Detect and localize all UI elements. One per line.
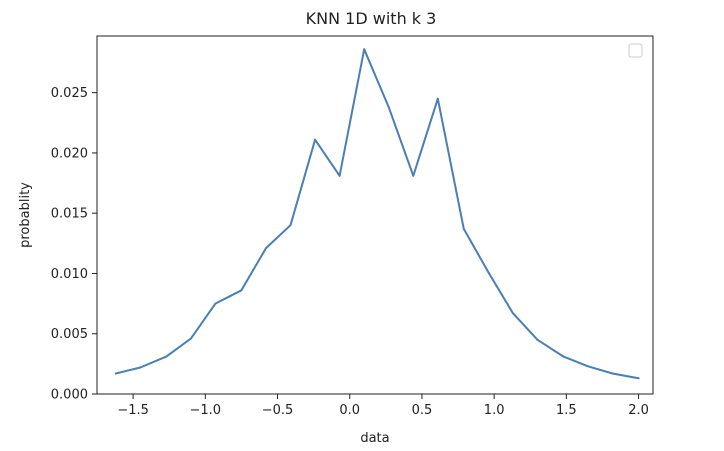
data-point — [214, 302, 217, 305]
y-axis-ticks: 0.000 0.005 0.010 0.015 0.020 0.025 — [51, 86, 97, 403]
series-line — [114, 48, 640, 380]
data-point — [462, 227, 465, 230]
x-tick-label: 1.5 — [556, 403, 577, 418]
data-point — [436, 97, 439, 100]
chart-title: KNN 1D with k 3 — [306, 9, 437, 28]
data-point — [387, 106, 390, 109]
plot-frame — [96, 35, 654, 395]
y-tick-label: 0.000 — [51, 388, 88, 403]
x-tick-label: 0.0 — [339, 403, 360, 418]
data-point — [338, 174, 341, 177]
x-axis-label: data — [360, 431, 389, 446]
data-point — [511, 312, 514, 315]
x-axis-ticks: −1.5 −1.0 −0.5 0.0 0.5 1.0 1.5 2.0 — [117, 394, 649, 418]
x-tick-label: 1.0 — [484, 403, 505, 418]
data-point — [139, 366, 142, 369]
x-tick-label: 0.5 — [412, 403, 433, 418]
data-point — [165, 355, 168, 358]
series-layer — [114, 48, 640, 380]
data-point — [562, 355, 565, 358]
legend-box — [628, 43, 643, 58]
data-point — [189, 337, 192, 340]
y-tick-label: 0.005 — [51, 327, 88, 342]
data-point — [314, 138, 317, 141]
x-tick-label: −0.5 — [262, 403, 294, 418]
data-point — [637, 377, 640, 380]
data-point — [536, 338, 539, 341]
data-point — [363, 48, 366, 51]
y-tick-label: 0.025 — [51, 86, 88, 101]
y-tick-label: 0.020 — [51, 146, 88, 161]
y-tick-label: 0.015 — [51, 207, 88, 222]
x-tick-label: −1.5 — [117, 403, 149, 418]
data-point — [114, 372, 117, 375]
x-tick-label: −1.0 — [190, 403, 222, 418]
data-point — [240, 289, 243, 292]
x-tick-label: 2.0 — [628, 403, 649, 418]
data-point — [289, 224, 292, 227]
data-point — [412, 174, 415, 177]
y-axis-label: probablity — [18, 182, 33, 248]
y-tick-label: 0.010 — [51, 267, 88, 282]
data-point — [587, 365, 589, 368]
data-point — [487, 271, 490, 274]
data-point — [611, 372, 614, 375]
data-point — [265, 247, 267, 250]
